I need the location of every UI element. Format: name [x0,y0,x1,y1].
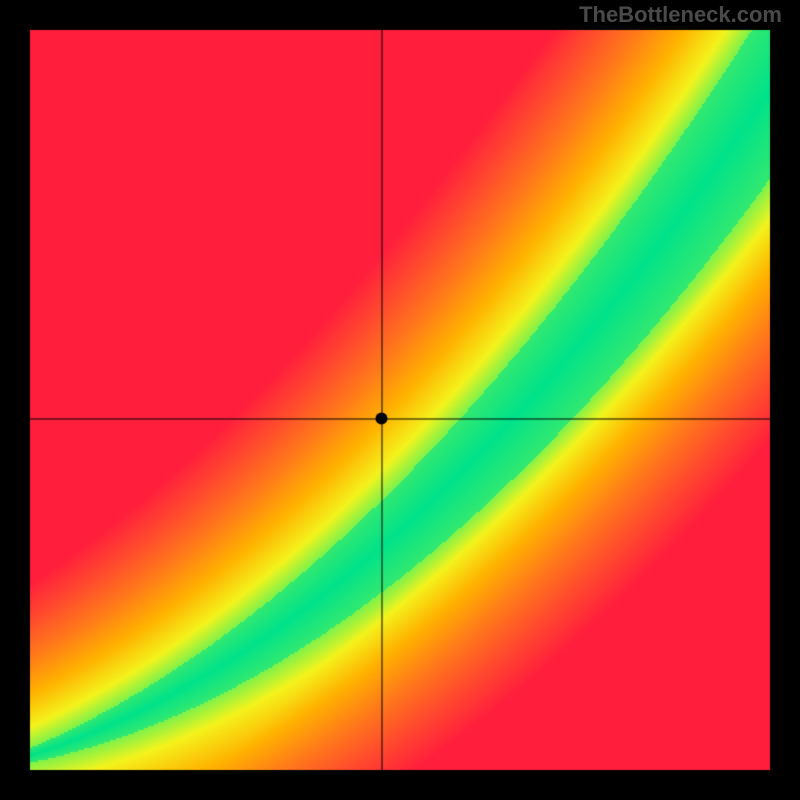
watermark-text: TheBottleneck.com [579,2,782,28]
bottleneck-heatmap [0,0,800,800]
chart-container: TheBottleneck.com [0,0,800,800]
